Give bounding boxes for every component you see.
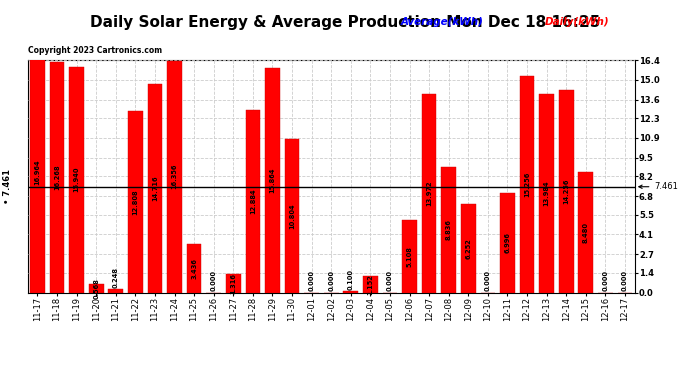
Text: 1.152: 1.152 <box>367 274 373 295</box>
Text: Daily(kWh): Daily(kWh) <box>545 17 610 27</box>
Text: 14.716: 14.716 <box>152 176 158 201</box>
Bar <box>559 90 573 292</box>
Text: 0.248: 0.248 <box>112 267 119 288</box>
Bar <box>30 52 45 292</box>
Text: 15.256: 15.256 <box>524 172 530 197</box>
Bar <box>285 140 299 292</box>
Text: • 7.461: • 7.461 <box>3 169 12 204</box>
Text: 16.268: 16.268 <box>54 164 60 190</box>
Text: 13.984: 13.984 <box>544 181 550 206</box>
Text: 5.108: 5.108 <box>406 246 413 267</box>
Bar <box>461 204 475 292</box>
Bar <box>148 84 162 292</box>
Bar <box>578 172 593 292</box>
Text: 0.100: 0.100 <box>348 268 354 290</box>
Text: 0.000: 0.000 <box>387 270 393 291</box>
Text: 0.000: 0.000 <box>622 270 628 291</box>
Text: 15.940: 15.940 <box>74 167 79 192</box>
Bar <box>89 285 104 292</box>
Text: Daily Solar Energy & Average Production Mon Dec 18 16:25: Daily Solar Energy & Average Production … <box>90 15 600 30</box>
Text: 0.000: 0.000 <box>308 270 315 291</box>
Text: 7.461: 7.461 <box>639 182 678 191</box>
Bar <box>442 167 456 292</box>
Bar <box>50 62 64 292</box>
Bar <box>540 94 554 292</box>
Text: 12.808: 12.808 <box>132 189 138 214</box>
Bar <box>402 220 417 292</box>
Text: 16.356: 16.356 <box>172 164 177 189</box>
Bar <box>344 291 358 292</box>
Text: 6.252: 6.252 <box>465 238 471 259</box>
Text: 0.000: 0.000 <box>210 270 217 291</box>
Text: 0.000: 0.000 <box>328 270 334 291</box>
Text: 10.804: 10.804 <box>289 203 295 229</box>
Text: 0.568: 0.568 <box>93 278 99 299</box>
Text: 15.864: 15.864 <box>269 167 275 193</box>
Bar <box>226 274 241 292</box>
Bar <box>108 289 123 292</box>
Bar <box>187 244 201 292</box>
Text: 0.000: 0.000 <box>602 270 609 291</box>
Bar <box>128 111 143 292</box>
Bar <box>422 94 437 292</box>
Text: Average(kWh): Average(kWh) <box>400 17 483 27</box>
Text: 13.972: 13.972 <box>426 181 432 206</box>
Text: 12.884: 12.884 <box>250 188 256 214</box>
Bar <box>520 76 535 292</box>
Text: 16.964: 16.964 <box>34 159 41 185</box>
Text: 8.836: 8.836 <box>446 219 452 240</box>
Text: Copyright 2023 Cartronics.com: Copyright 2023 Cartronics.com <box>28 46 161 56</box>
Bar <box>69 66 84 292</box>
Text: 8.480: 8.480 <box>583 222 589 243</box>
Bar <box>167 61 182 292</box>
Text: 14.256: 14.256 <box>563 179 569 204</box>
Text: 1.316: 1.316 <box>230 273 236 294</box>
Text: 6.996: 6.996 <box>504 232 511 254</box>
Text: 0.000: 0.000 <box>485 270 491 291</box>
Text: 3.436: 3.436 <box>191 258 197 279</box>
Bar <box>265 68 279 292</box>
Bar <box>500 194 515 292</box>
Bar <box>363 276 377 292</box>
Bar <box>246 110 260 292</box>
